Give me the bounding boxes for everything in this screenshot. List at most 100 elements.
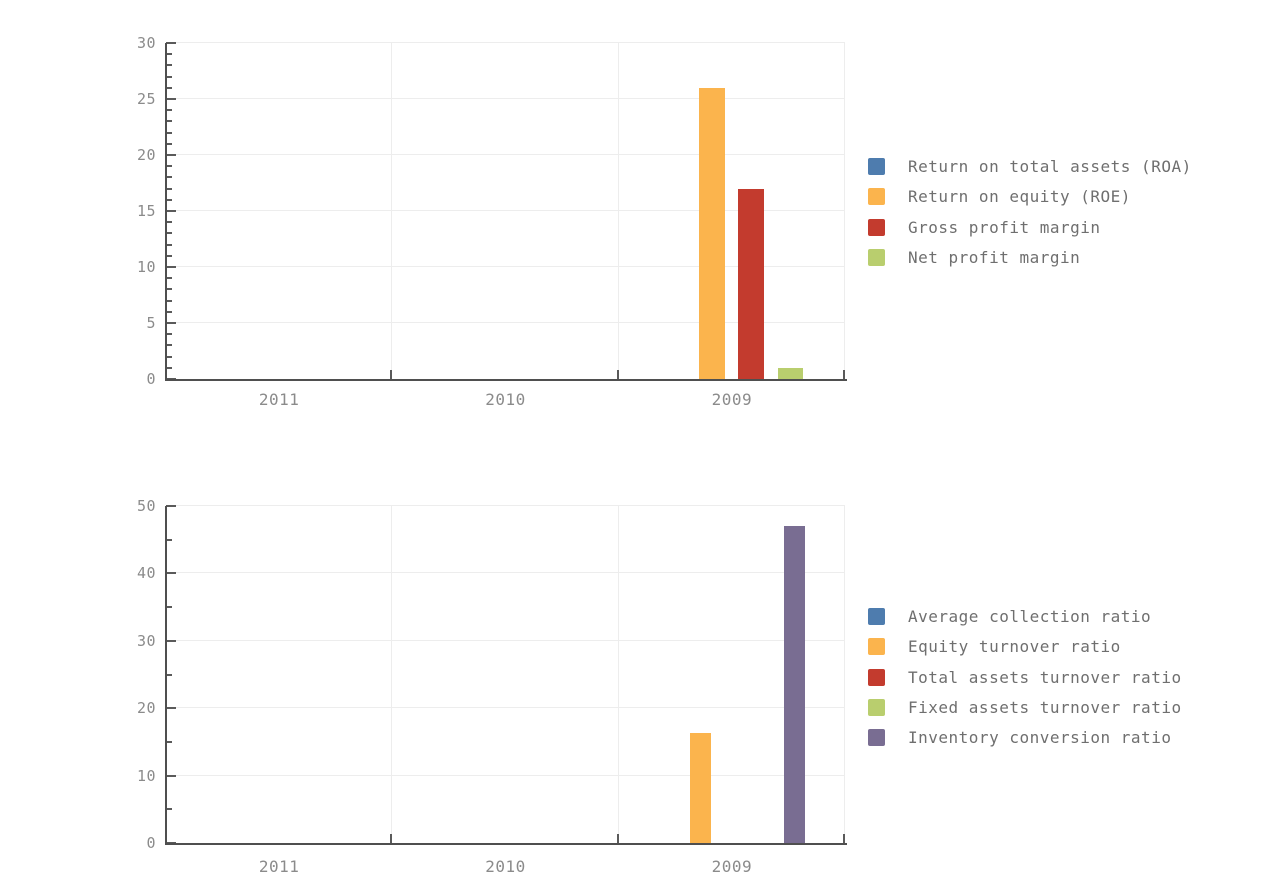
y-gridline: [166, 774, 845, 776]
y-major-tick: [166, 210, 176, 212]
y-minor-tick: [166, 221, 172, 224]
y-minor-tick: [166, 673, 172, 676]
x-tick-label: 2010: [485, 390, 526, 409]
y-gridline: [166, 42, 845, 43]
y-tick-label: 25: [136, 90, 156, 108]
y-tick-label: 20: [136, 146, 156, 164]
legend-swatch-return-on-total-assets-roa: [868, 158, 885, 175]
y-gridline: [166, 505, 845, 506]
y-tick-label: 40: [136, 564, 156, 583]
x-tick-label: 2011: [258, 390, 300, 409]
legend-swatch-inventory-conversion-ratio: [868, 729, 885, 747]
y-gridline: [166, 639, 845, 641]
y-minor-tick: [166, 366, 172, 369]
x-axis-tick: [843, 370, 845, 379]
y-major-tick: [166, 42, 176, 44]
x-tick-label: 2009: [711, 857, 753, 876]
bar-equity-turnover-ratio-2009: [690, 733, 711, 843]
y-minor-tick: [166, 53, 172, 56]
y-tick-label: 5: [146, 314, 156, 332]
bar-inventory-conversion-ratio-2009: [783, 526, 805, 843]
category-gridline: [391, 43, 393, 379]
bar-net-profit-margin-2009: [777, 367, 804, 379]
y-gridline: [166, 322, 845, 323]
y-tick-label: 30: [136, 34, 156, 52]
category-gridline: [391, 506, 393, 843]
y-minor-tick: [166, 64, 172, 67]
y-minor-tick: [166, 165, 172, 168]
bar-return-on-equity-roe-2009: [699, 87, 726, 379]
y-major-tick: [166, 98, 176, 100]
y-minor-tick: [166, 187, 172, 190]
legend-item-label: Return on total assets (ROA): [908, 157, 1192, 176]
y-tick-label: 10: [136, 258, 156, 276]
y-major-tick: [166, 572, 176, 575]
legend-item-label: Fixed assets turnover ratio: [908, 697, 1182, 717]
x-tick-label: 2009: [711, 390, 753, 409]
y-major-tick: [166, 322, 176, 324]
y-major-tick: [166, 639, 176, 642]
y-minor-tick: [166, 120, 172, 123]
x-axis-line: [165, 843, 847, 845]
y-tick-label: 50: [136, 497, 156, 515]
y-minor-tick: [166, 232, 172, 235]
y-minor-tick: [166, 808, 172, 811]
y-axis-line: [165, 43, 167, 381]
x-axis-tick: [390, 370, 393, 379]
y-gridline: [166, 707, 845, 709]
y-minor-tick: [166, 344, 172, 347]
y-gridline: [166, 154, 845, 155]
y-minor-tick: [166, 277, 172, 280]
y-minor-tick: [166, 288, 172, 291]
y-minor-tick: [166, 176, 172, 179]
y-gridline: [166, 266, 845, 267]
x-axis-line: [165, 379, 847, 381]
legend-swatch-gross-profit-margin: [868, 218, 885, 236]
category-gridline: [617, 506, 619, 843]
y-minor-tick: [166, 355, 172, 358]
x-tick-label: 2011: [258, 857, 300, 876]
y-minor-tick: [166, 131, 172, 134]
legend-item-label: Gross profit margin: [908, 217, 1101, 237]
y-gridline: [166, 210, 845, 211]
y-tick-label: 0: [146, 370, 156, 388]
y-minor-tick: [166, 243, 172, 246]
y-minor-tick: [166, 254, 172, 257]
legend-item-label: Total assets turnover ratio: [908, 667, 1182, 687]
y-tick-label: 15: [136, 202, 156, 220]
legend-item-label: Inventory conversion ratio: [908, 728, 1172, 748]
legend-swatch-total-assets-turnover-ratio: [868, 668, 885, 686]
y-minor-tick: [166, 299, 172, 302]
y-major-tick: [166, 774, 176, 777]
y-minor-tick: [166, 198, 172, 201]
x-axis-tick: [843, 834, 845, 843]
y-minor-tick: [166, 310, 172, 313]
y-tick-label: 10: [136, 766, 156, 785]
x-axis-tick: [616, 370, 619, 379]
y-minor-tick: [166, 333, 172, 336]
legend-item-label: Return on equity (ROE): [908, 187, 1131, 207]
y-minor-tick: [166, 75, 172, 78]
y-gridline: [166, 98, 845, 99]
x-axis-tick: [390, 834, 393, 843]
category-gridline: [844, 43, 845, 379]
y-tick-label: 30: [136, 631, 156, 650]
legend-swatch-equity-turnover-ratio: [868, 638, 885, 656]
legend-swatch-net-profit-margin: [868, 248, 885, 266]
legend-item-label: Average collection ratio: [908, 607, 1152, 626]
category-gridline: [844, 506, 845, 843]
y-major-tick: [166, 707, 176, 710]
y-minor-tick: [166, 740, 172, 743]
legend-item-label: Net profit margin: [908, 247, 1081, 267]
y-minor-tick: [166, 606, 172, 609]
y-gridline: [166, 572, 845, 574]
y-tick-label: 20: [136, 699, 156, 718]
y-minor-tick: [166, 109, 172, 112]
x-axis-tick: [616, 834, 619, 843]
legend-swatch-return-on-equity-roe: [868, 188, 885, 206]
